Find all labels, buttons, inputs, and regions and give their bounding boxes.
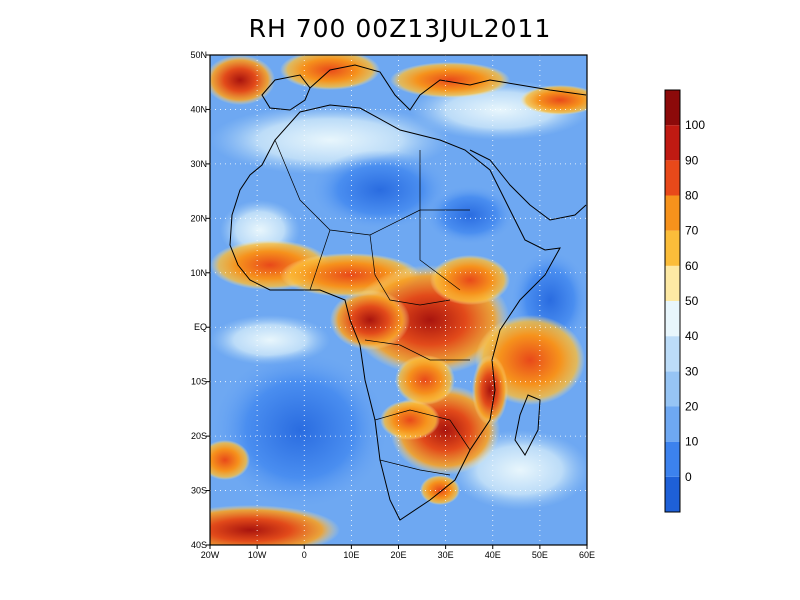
colorbar-bin (665, 160, 680, 196)
humidity-field (210, 55, 587, 545)
colorbar-bin (665, 476, 680, 512)
lat-tick-label: 50N (190, 50, 207, 60)
colorbar-bin (665, 125, 680, 161)
madagascar-coastline (514, 394, 541, 456)
colorbar-label: 100 (685, 118, 705, 132)
colorbar-label: 70 (685, 224, 699, 238)
lat-tick-label: 20N (190, 213, 207, 223)
colorbar: 0 10 20 30 40 50 60 70 80 90 100 (664, 89, 705, 513)
iberia-coastline (261, 74, 311, 111)
longitude-axis: 20W 10W 0 10E 20E 30E 40E 50E 60E (201, 545, 595, 560)
colorbar-label: 30 (685, 364, 699, 378)
grid-lines (210, 55, 587, 545)
lat-tick-label: 30S (191, 486, 207, 496)
colorbar-bin (665, 90, 680, 126)
colorbar-bin (665, 371, 680, 407)
colorbar-label: 80 (685, 189, 699, 203)
country-borders (274, 139, 471, 476)
colorbar-label: 60 (685, 259, 699, 273)
europe-coastline (309, 64, 587, 111)
lat-tick-label: 40S (191, 540, 207, 550)
colorbar-label: 50 (685, 294, 699, 308)
latitude-axis: 50N 40N 30N 20N 10N EQ 10S 20S 30S 40S (190, 50, 210, 550)
lon-tick-label: 20W (201, 550, 220, 560)
lon-tick-label: 40E (485, 550, 501, 560)
lat-tick-label: EQ (194, 322, 207, 332)
colorbar-label: 90 (685, 153, 699, 167)
lat-tick-label: 10S (191, 377, 207, 387)
colorbar-bin (665, 301, 680, 337)
colorbar-bin (665, 406, 680, 442)
africa-coastline (229, 104, 561, 521)
lat-tick-label: 20S (191, 431, 207, 441)
colorbar-bin (665, 265, 680, 301)
lat-tick-label: 10N (190, 268, 207, 278)
arabia-coastline (469, 149, 587, 221)
lon-tick-label: 50E (532, 550, 548, 560)
colorbar-frame (664, 89, 681, 513)
colorbar-bin (665, 441, 680, 477)
colorbar-bin (665, 230, 680, 266)
lon-tick-label: 10W (248, 550, 267, 560)
lon-tick-label: 0 (302, 550, 307, 560)
colorbar-label: 10 (685, 435, 699, 449)
map-title: RH 700 00Z13JUL2011 (248, 14, 552, 43)
lon-tick-label: 30E (438, 550, 454, 560)
lon-tick-label: 60E (579, 550, 595, 560)
colorbar-label: 20 (685, 400, 699, 414)
lat-tick-label: 30N (190, 159, 207, 169)
colorbar-label: 40 (685, 329, 699, 343)
lon-tick-label: 20E (390, 550, 406, 560)
colorbar-bin (665, 195, 680, 231)
lon-tick-label: 10E (343, 550, 359, 560)
lat-tick-label: 40N (190, 104, 207, 114)
colorbar-bin (665, 336, 680, 372)
colorbar-label: 0 (685, 470, 692, 484)
